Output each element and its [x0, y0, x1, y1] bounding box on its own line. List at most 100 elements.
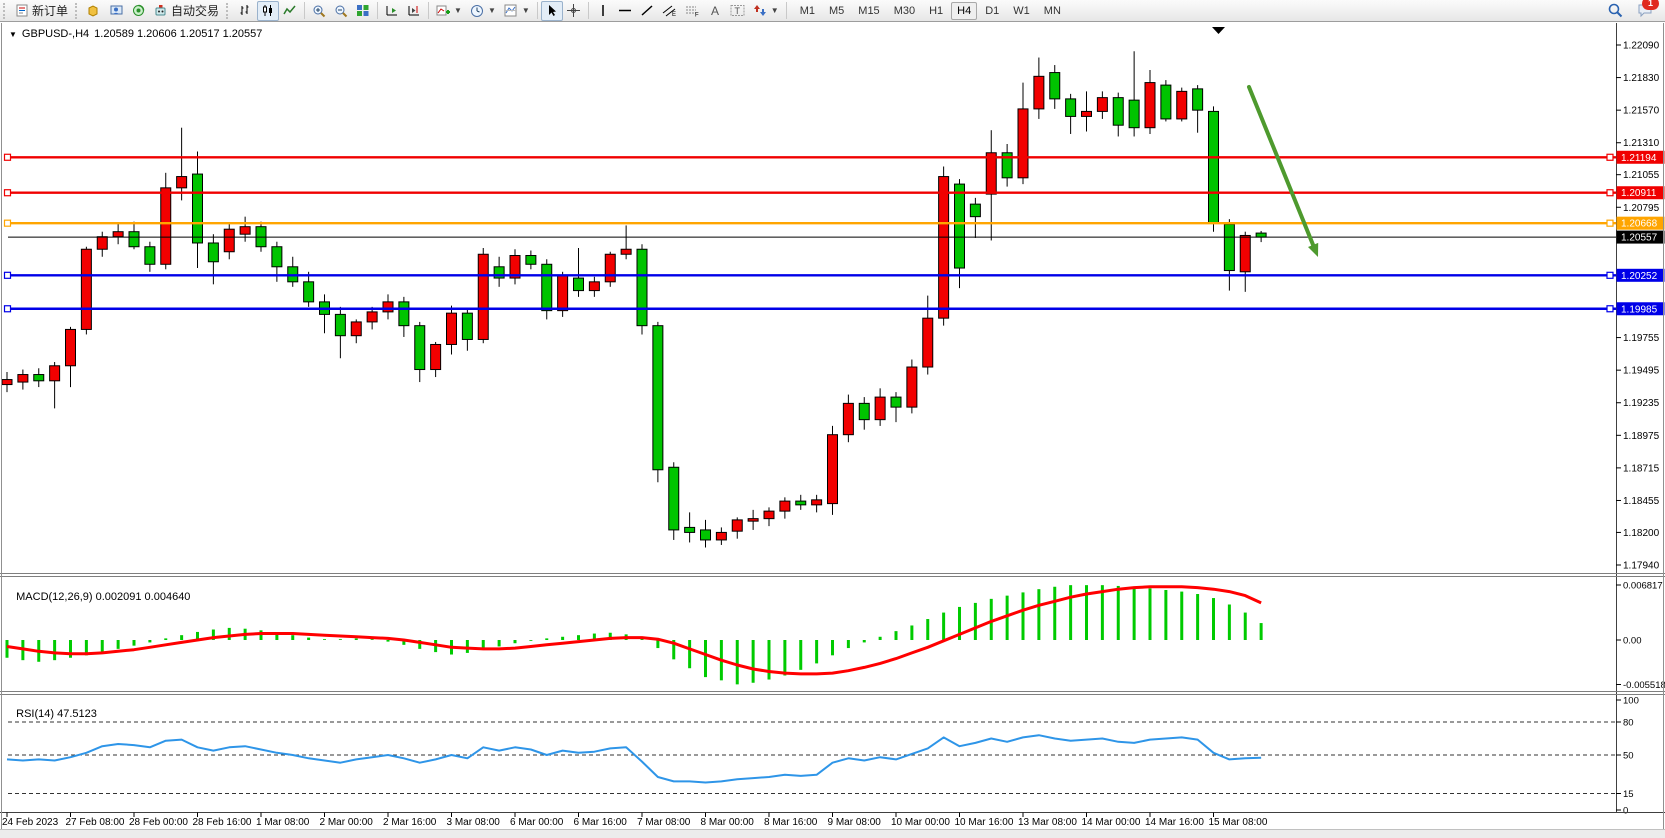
timeframe-buttons: M1 M5 M15 M30 H1 H4 D1 W1 MN [794, 1, 1067, 20]
line-handle[interactable] [1606, 189, 1614, 197]
candle-down [541, 263, 553, 312]
line-handle[interactable] [1606, 271, 1614, 279]
crosshair-icon [567, 4, 581, 17]
toolbar-grip[interactable] [226, 2, 231, 19]
bar-chart-icon [240, 5, 249, 15]
chevron-down-icon: ▼ [770, 6, 779, 15]
timeframe-button-D1[interactable]: D1 [979, 2, 1005, 20]
price-line-label-text: 1.20557 [1621, 233, 1658, 244]
macd-tick-label: 0.00 [1623, 636, 1642, 647]
new-order-button[interactable]: 新订单 [12, 1, 72, 21]
timeframe-button-M30[interactable]: M30 [888, 2, 921, 20]
candle-down [1128, 99, 1140, 129]
candle-down [1255, 232, 1267, 238]
candle-down [414, 325, 426, 371]
arrows-icon [753, 5, 766, 16]
chart-symbol-label[interactable]: ▼ GBPUSD-,H4 1.20589 1.20606 1.20517 1.2… [9, 28, 262, 40]
time-tick-label: 10 Mar 00:00 [891, 817, 950, 828]
price-line-label [1616, 216, 1665, 230]
line-handle[interactable] [1606, 305, 1614, 313]
equidistant-channel-button[interactable]: E [658, 1, 681, 21]
periods-button[interactable]: ▼ [466, 1, 500, 21]
line-chart-type-button[interactable] [279, 1, 301, 21]
candle-up [731, 519, 743, 532]
line-handle[interactable] [3, 189, 12, 197]
notification-badge[interactable]: 1 [1642, 0, 1659, 10]
text-label-button[interactable]: T [726, 1, 749, 21]
folder-icon [88, 5, 98, 17]
time-tick-label: 7 Mar 08:00 [637, 817, 691, 828]
indicators-button[interactable]: ▼ [432, 1, 466, 21]
timeframe-button-M5[interactable]: M5 [823, 2, 850, 20]
timeframe-button-M15[interactable]: M15 [852, 2, 885, 20]
line-handle[interactable] [1606, 153, 1614, 161]
folder-icon-button[interactable] [84, 1, 106, 21]
search-icon [1608, 3, 1623, 18]
candle-down [271, 246, 283, 268]
candle-up [1, 379, 13, 386]
auto-scroll-icon [386, 6, 398, 16]
candle-up [80, 248, 92, 330]
vertical-line-button[interactable] [592, 1, 614, 21]
line-handle[interactable] [3, 219, 12, 227]
time-tick-label: 10 Mar 16:00 [955, 817, 1014, 828]
timeframe-button-MN[interactable]: MN [1038, 2, 1067, 20]
candle-up [827, 434, 838, 505]
trend-arrow-head[interactable] [1308, 242, 1319, 257]
price-tick-label: 1.18200 [1623, 528, 1660, 539]
candle-up [1033, 75, 1045, 110]
auto-trading-button[interactable]: 自动交易 [150, 1, 223, 21]
cursor-button[interactable] [540, 0, 563, 21]
timeframe-button-H4[interactable]: H4 [951, 1, 978, 20]
bar-chart-type-button[interactable] [235, 1, 257, 21]
chart-shift-marker[interactable] [1212, 27, 1225, 34]
candle-down [255, 226, 267, 248]
candlestick-type-button[interactable] [257, 0, 280, 21]
timeframe-button-H1[interactable]: H1 [923, 2, 949, 20]
line-handle[interactable] [3, 305, 12, 313]
price-tick-label: 1.22090 [1623, 41, 1660, 52]
zoom-out-button[interactable] [330, 1, 352, 21]
signal-radar-icon-button[interactable] [128, 1, 150, 21]
candle-down [636, 248, 648, 327]
candle-down [334, 313, 346, 337]
zoom-in-button[interactable] [308, 1, 330, 21]
chart-shift-button[interactable] [403, 1, 425, 21]
templates-button[interactable]: ▼ [500, 1, 534, 21]
toolbar-grip[interactable] [3, 2, 8, 19]
price-line-label [1616, 150, 1665, 164]
chart-menu-icon[interactable]: ▼ [9, 29, 17, 39]
candle-down [461, 312, 473, 340]
timeframe-button-W1[interactable]: W1 [1007, 2, 1036, 20]
rsi-label: RSI(14) 47.5123 [16, 708, 97, 720]
text-button[interactable]: A [704, 1, 726, 21]
line-handle[interactable] [3, 153, 12, 161]
horizontal-line-button[interactable] [614, 1, 636, 21]
candle-down [700, 529, 711, 541]
candle-up [1144, 82, 1156, 129]
candle-up [160, 187, 172, 265]
candle-down [33, 374, 45, 382]
line-handle[interactable] [1606, 219, 1614, 227]
price-line-label-text: 1.20668 [1621, 219, 1658, 230]
arrows-button[interactable]: ▼ [749, 1, 783, 21]
candle-up [763, 510, 775, 520]
time-tick-label: 3 Mar 08:00 [447, 817, 501, 828]
timeframe-button-M1[interactable]: M1 [794, 2, 821, 20]
line-handle[interactable] [3, 271, 12, 279]
candle-up [779, 500, 791, 512]
fibonacci-button[interactable]: F [681, 1, 704, 21]
user-terminal-icon-button[interactable] [106, 1, 128, 21]
time-tick-label: 2 Mar 16:00 [383, 817, 437, 828]
time-tick-label: 13 Mar 08:00 [1018, 817, 1077, 828]
search-button[interactable] [1604, 1, 1627, 21]
tile-windows-button[interactable] [352, 1, 374, 21]
trendline-button[interactable] [636, 1, 658, 21]
auto-scroll-button[interactable] [381, 1, 403, 21]
trend-arrow[interactable] [1247, 85, 1316, 247]
crosshair-button[interactable] [563, 1, 585, 21]
candle-down [128, 231, 140, 248]
toolbar-grip[interactable] [75, 2, 80, 19]
candle-up [223, 228, 235, 253]
